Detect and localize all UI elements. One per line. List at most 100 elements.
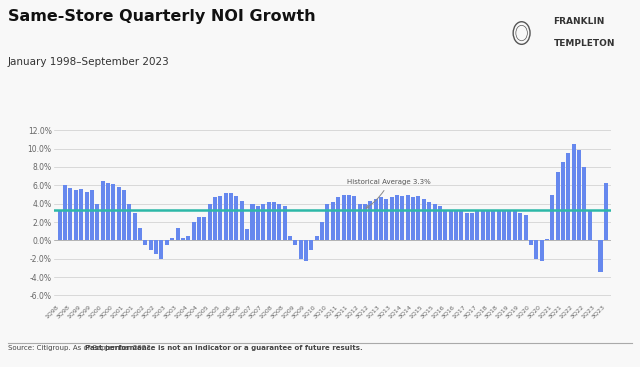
Bar: [74, 190, 78, 240]
Bar: [320, 222, 324, 240]
Bar: [266, 202, 271, 240]
Bar: [288, 236, 292, 240]
Bar: [256, 206, 260, 240]
Bar: [363, 204, 367, 240]
Bar: [106, 182, 110, 240]
Bar: [132, 213, 137, 240]
Bar: [95, 204, 99, 240]
Text: TEMPLETON: TEMPLETON: [554, 39, 615, 48]
Bar: [336, 197, 340, 240]
Bar: [582, 167, 586, 240]
Bar: [304, 240, 308, 261]
Bar: [138, 228, 142, 240]
Bar: [422, 199, 426, 240]
Bar: [449, 210, 452, 240]
Bar: [508, 210, 511, 240]
Bar: [181, 238, 185, 240]
Bar: [390, 197, 394, 240]
Bar: [401, 196, 404, 240]
Bar: [486, 210, 490, 240]
Bar: [385, 199, 388, 240]
Bar: [476, 211, 479, 240]
Bar: [100, 181, 104, 240]
Bar: [202, 217, 206, 240]
Bar: [454, 210, 458, 240]
Bar: [116, 187, 121, 240]
Bar: [207, 204, 212, 240]
Bar: [427, 202, 431, 240]
Bar: [342, 195, 346, 240]
Bar: [588, 211, 592, 240]
Bar: [572, 144, 576, 240]
Bar: [358, 204, 362, 240]
Bar: [460, 210, 463, 240]
Bar: [186, 236, 190, 240]
Bar: [90, 190, 94, 240]
Bar: [154, 240, 158, 254]
Bar: [213, 197, 217, 240]
Bar: [368, 201, 372, 240]
Bar: [566, 153, 570, 240]
Bar: [444, 210, 447, 240]
Bar: [127, 204, 131, 240]
Bar: [406, 195, 410, 240]
Bar: [250, 204, 255, 240]
Bar: [545, 239, 549, 240]
Bar: [122, 190, 126, 240]
Bar: [245, 229, 249, 240]
Bar: [395, 195, 399, 240]
Bar: [497, 210, 500, 240]
Bar: [524, 215, 527, 240]
Bar: [277, 204, 281, 240]
Bar: [529, 240, 533, 245]
Bar: [283, 206, 287, 240]
Bar: [315, 236, 319, 240]
Bar: [604, 182, 608, 240]
Bar: [261, 204, 265, 240]
Bar: [68, 188, 72, 240]
Text: January 1998–September 2023: January 1998–September 2023: [8, 57, 170, 67]
Text: Source: Citigroup. As of September 2023.: Source: Citigroup. As of September 2023.: [8, 345, 155, 351]
Bar: [379, 197, 383, 240]
Bar: [347, 195, 351, 240]
Bar: [79, 189, 83, 240]
Bar: [411, 197, 415, 240]
Text: Same-Store Quarterly NOI Growth: Same-Store Quarterly NOI Growth: [8, 9, 316, 24]
Text: Past performance is not an indicator or a guarantee of future results.: Past performance is not an indicator or …: [85, 345, 363, 351]
Bar: [175, 228, 180, 240]
Bar: [148, 240, 153, 250]
Bar: [352, 196, 356, 240]
Bar: [234, 196, 239, 240]
Bar: [111, 184, 115, 240]
Bar: [272, 202, 276, 240]
Bar: [240, 201, 244, 240]
Bar: [325, 204, 330, 240]
Bar: [229, 193, 233, 240]
Bar: [309, 240, 314, 250]
Bar: [598, 240, 602, 272]
Bar: [374, 199, 378, 240]
Bar: [165, 240, 169, 245]
Bar: [534, 240, 538, 259]
Bar: [63, 185, 67, 240]
Bar: [218, 196, 222, 240]
Bar: [513, 210, 517, 240]
Bar: [540, 240, 543, 261]
Bar: [438, 206, 442, 240]
Bar: [170, 238, 174, 240]
Bar: [556, 172, 559, 240]
Bar: [143, 240, 147, 245]
Bar: [502, 210, 506, 240]
Bar: [84, 192, 88, 240]
Bar: [481, 210, 484, 240]
Bar: [577, 150, 581, 240]
Bar: [465, 213, 468, 240]
Bar: [197, 217, 201, 240]
Bar: [191, 222, 196, 240]
Bar: [58, 210, 62, 240]
Bar: [224, 193, 228, 240]
Bar: [417, 196, 420, 240]
Bar: [159, 240, 163, 259]
Text: Historical Average 3.3%: Historical Average 3.3%: [347, 179, 431, 208]
Bar: [299, 240, 303, 259]
